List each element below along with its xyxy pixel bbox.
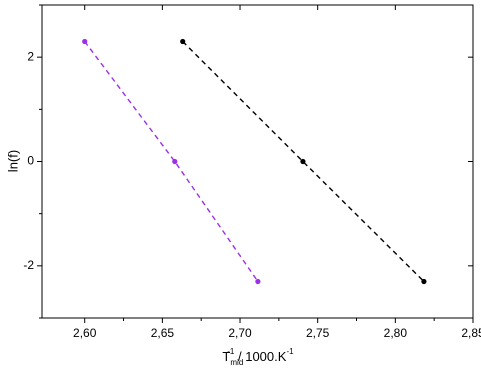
x-label-rest: / 1000.K bbox=[234, 349, 286, 364]
x-tick-label: 2,75 bbox=[306, 326, 330, 340]
x-label-unit-sup: -1 bbox=[286, 347, 294, 356]
point bbox=[255, 278, 261, 285]
y-tick-label: 0 bbox=[27, 154, 34, 168]
point bbox=[421, 278, 427, 285]
point bbox=[172, 158, 178, 165]
x-label-base: T bbox=[222, 349, 230, 364]
point bbox=[180, 38, 186, 45]
plot-frame bbox=[41, 4, 474, 319]
series-line bbox=[182, 41, 425, 282]
x-label-sub: mid bbox=[230, 358, 243, 367]
x-tick-label: 2,85 bbox=[461, 326, 481, 340]
x-tick-label: 2,60 bbox=[73, 326, 97, 340]
y-tick-label: -2 bbox=[23, 258, 34, 272]
y-tick-label: 2 bbox=[27, 49, 34, 63]
x-tick-label: 2,80 bbox=[384, 326, 408, 340]
point bbox=[82, 38, 88, 45]
x-label-sup: -1 bbox=[227, 347, 235, 356]
x-axis-label: Tmid -1 / 1000.K-1 bbox=[222, 347, 294, 367]
point bbox=[300, 158, 306, 165]
y-axis-label: ln(f) bbox=[5, 150, 20, 172]
y-label: ln(f) bbox=[5, 150, 20, 172]
x-tick-label: 2,70 bbox=[228, 326, 252, 340]
x-tick-label: 2,65 bbox=[151, 326, 175, 340]
series-line bbox=[84, 41, 259, 282]
